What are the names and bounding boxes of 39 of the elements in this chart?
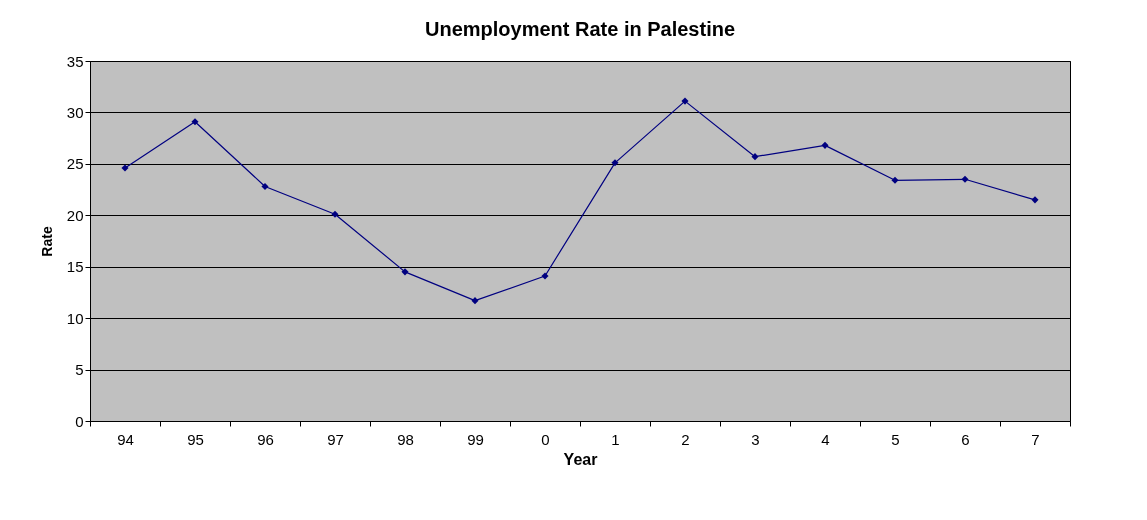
point <box>401 268 409 276</box>
x-tick-label: 2 <box>681 430 690 448</box>
y-tick-label: 5 <box>75 361 84 379</box>
y-tick-label: 25 <box>66 155 84 173</box>
point <box>121 164 129 172</box>
y-tick-label: 15 <box>66 258 84 276</box>
point <box>821 141 829 149</box>
y-tick-label: 10 <box>66 309 84 327</box>
point <box>611 159 619 167</box>
point <box>471 297 479 305</box>
x-tick-label: 96 <box>257 430 274 448</box>
x-tick-label: 94 <box>117 430 134 448</box>
x-tick-label: 7 <box>1031 430 1040 448</box>
y-tick-label: 20 <box>66 206 84 224</box>
x-tick-label: 5 <box>891 430 900 448</box>
y-tick-label: 35 <box>66 52 84 70</box>
point <box>331 210 339 218</box>
chart-title: Unemployment Rate in Palestine <box>424 18 736 40</box>
point <box>1031 196 1039 204</box>
x-tick-label: 0 <box>541 430 550 448</box>
point <box>261 182 269 191</box>
y-axis-title: Rate <box>38 226 55 257</box>
x-axis-title: Year <box>563 450 598 468</box>
point <box>751 153 759 161</box>
y-tick-label: 30 <box>66 103 84 121</box>
point <box>961 175 969 183</box>
point <box>191 118 199 126</box>
x-tick-label: 98 <box>397 430 414 448</box>
point <box>681 97 689 105</box>
x-tick-label: 6 <box>961 430 970 448</box>
x-tick-label: 4 <box>821 430 830 448</box>
point <box>891 176 899 184</box>
y-tick-label: 0 <box>75 412 84 430</box>
x-tick-label: 1 <box>611 430 620 448</box>
x-tick-label: 3 <box>751 430 760 448</box>
point <box>541 272 549 280</box>
x-tick-label: 99 <box>467 430 484 448</box>
x-tick-label: 95 <box>187 430 204 448</box>
x-tick-label: 97 <box>327 430 344 448</box>
